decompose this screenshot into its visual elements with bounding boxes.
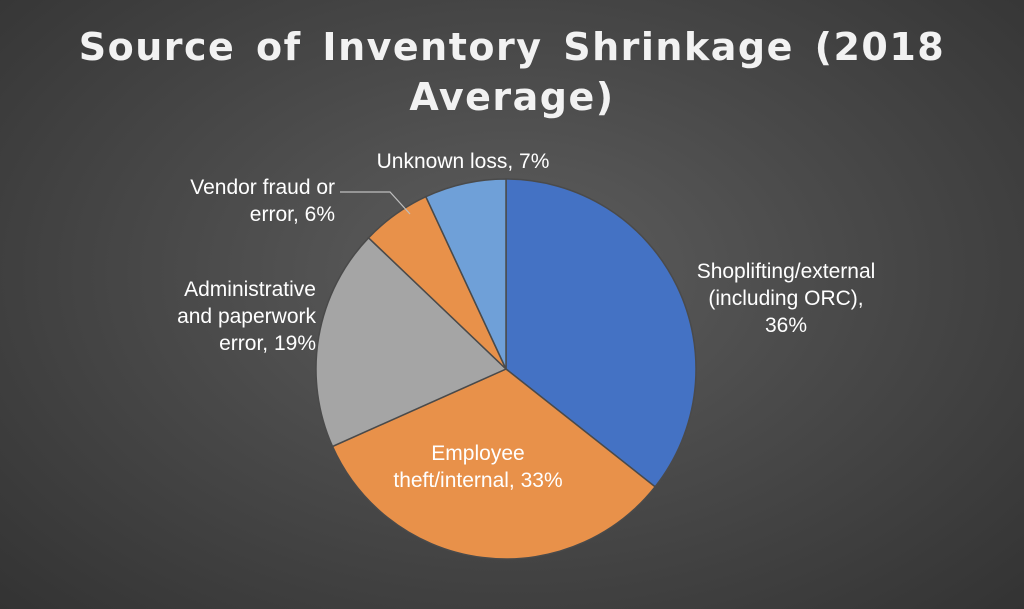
pie-slices	[315, 178, 697, 560]
slice-label-1-line-1: theft/internal, 33%	[393, 469, 562, 492]
pie-slice-1	[331, 368, 657, 560]
slice-label-1-line-0: Employee	[431, 442, 524, 465]
slice-label-0-line-1: (including ORC),	[708, 287, 863, 310]
slice-label-3-line-0: Vendor fraud or	[190, 176, 335, 199]
pie-slice-0	[505, 178, 697, 488]
chart-title-line-1: Source of Inventory Shrinkage (2018	[78, 25, 946, 69]
slice-label-2-line-0: Administrative	[184, 278, 316, 301]
slice-label-2-line-1: and paperwork	[177, 305, 316, 328]
slice-label-0-line-2: 36%	[765, 314, 807, 337]
leader-line-3	[340, 191, 411, 215]
slice-label-2-line-2: error, 19%	[219, 332, 316, 355]
slice-label-1: Employee theft/internal, 33%	[393, 442, 562, 492]
pie-slice-2	[315, 236, 508, 448]
slice-label-2: Administrative and paperwork error, 19%	[177, 278, 316, 355]
chart-title-line-2: Average)	[409, 75, 615, 119]
slice-label-3: Vendor fraud or error, 6%	[190, 176, 335, 226]
slice-label-0-line-0: Shoplifting/external	[697, 260, 876, 283]
slice-label-3-line-1: error, 6%	[250, 203, 335, 226]
pie-slice-4	[424, 178, 507, 370]
slice-label-4: Unknown loss, 7%	[377, 150, 550, 173]
slice-label-0: Shoplifting/external (including ORC), 36%	[697, 260, 876, 337]
chart-title: Source of Inventory Shrinkage (2018 Aver…	[0, 22, 1024, 122]
slice-label-4-line-0: Unknown loss, 7%	[377, 150, 550, 173]
